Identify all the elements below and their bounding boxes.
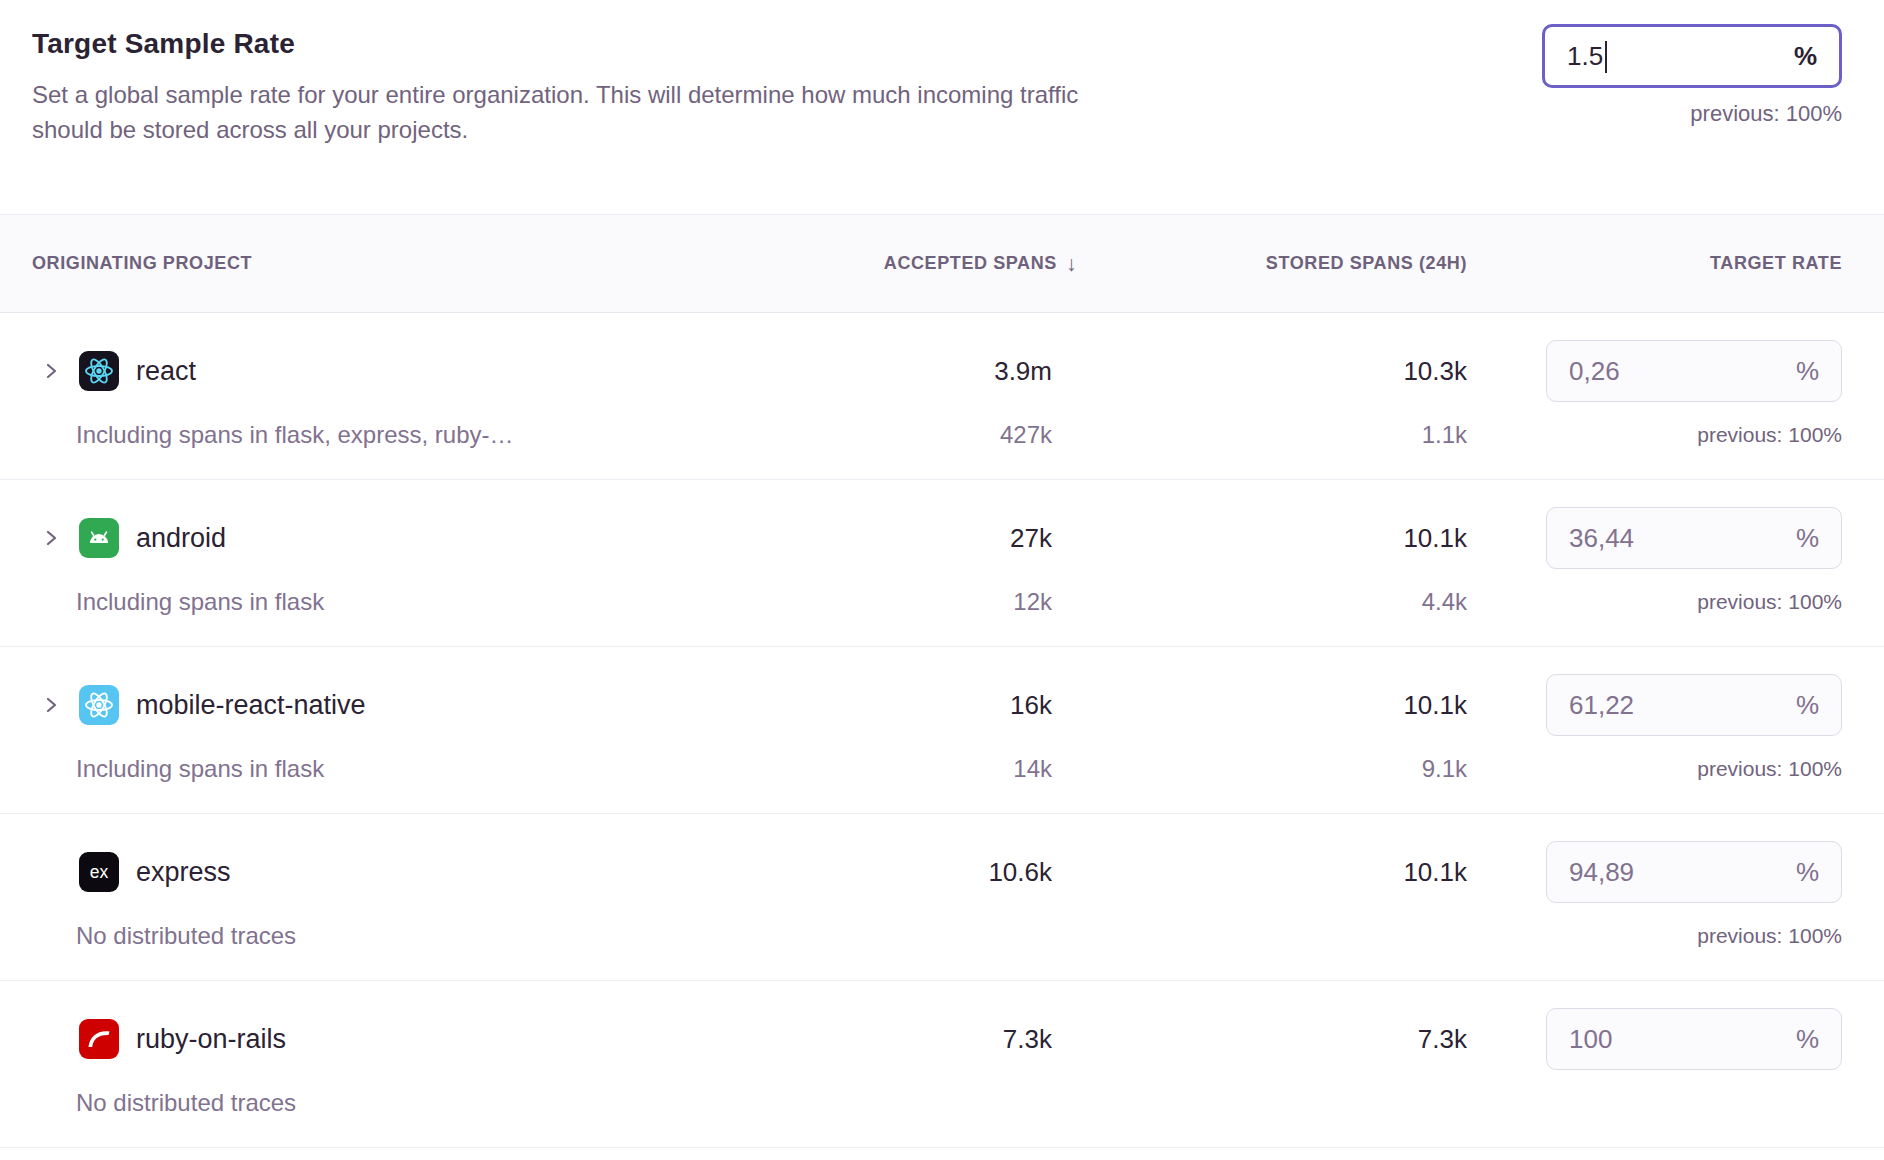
- percent-suffix: %: [1796, 857, 1819, 888]
- target-rate-input-box: %: [1546, 340, 1842, 402]
- project-table-body: react 3.9m 10.3k % Including spans in fl…: [0, 313, 1884, 1148]
- target-rate-input[interactable]: [1569, 523, 1796, 554]
- accepted-spans-value: 10.6k: [737, 840, 1077, 904]
- accepted-spans-value: 7.3k: [737, 1007, 1077, 1071]
- stored-spans-value: 10.1k: [1077, 506, 1467, 570]
- expand-chevron-icon[interactable]: [41, 695, 61, 715]
- previous-rate-label: previous: 100%: [1467, 920, 1842, 952]
- sub-stored-spans-value: 4.4k: [1077, 586, 1467, 618]
- target-rate-input-box: %: [1546, 674, 1842, 736]
- distributed-traces-note: No distributed traces: [32, 1087, 737, 1119]
- express-icon: ex: [79, 852, 119, 892]
- target-rate-input[interactable]: [1569, 690, 1796, 721]
- target-rate-input-box: %: [1546, 507, 1842, 569]
- page-description-line2: should be stored across all your project…: [32, 112, 1842, 147]
- sub-stored-spans-value: [1077, 920, 1467, 952]
- project-name: react: [136, 356, 196, 387]
- target-sample-rate-section: Target Sample Rate Set a global sample r…: [0, 0, 1884, 214]
- sub-accepted-spans-value: [737, 1087, 1077, 1119]
- target-rate-input-box: %: [1546, 841, 1842, 903]
- previous-rate-label: [1467, 1087, 1842, 1119]
- project-cell: mobile-react-native: [32, 673, 737, 737]
- global-rate-input-box: %: [1542, 24, 1842, 88]
- global-rate-input[interactable]: [1567, 41, 1794, 72]
- stored-spans-value: 10.1k: [1077, 840, 1467, 904]
- target-rate-input[interactable]: [1569, 1024, 1796, 1055]
- project-cell: android: [32, 506, 737, 570]
- rails-icon: [79, 1019, 119, 1059]
- target-rate-input[interactable]: [1569, 857, 1796, 888]
- project-row: ruby-on-rails 7.3k 7.3k % No distributed…: [0, 981, 1884, 1148]
- project-row: react 3.9m 10.3k % Including spans in fl…: [0, 313, 1884, 480]
- table-header: ORIGINATING PROJECT ACCEPTED SPANS ↓ STO…: [0, 214, 1884, 313]
- sub-accepted-spans-value: 14k: [737, 753, 1077, 785]
- sort-descending-icon: ↓: [1066, 252, 1077, 276]
- sampling-settings-page: { "header": { "title": "Target Sample Ra…: [0, 0, 1884, 1160]
- sub-stored-spans-value: 9.1k: [1077, 753, 1467, 785]
- project-cell: ex express: [32, 840, 737, 904]
- global-previous-rate: previous: 100%: [1690, 101, 1842, 127]
- column-header-stored-spans[interactable]: STORED SPANS (24H): [1077, 253, 1467, 274]
- project-name: android: [136, 523, 226, 554]
- project-row: android 27k 10.1k % Including spans in f…: [0, 480, 1884, 647]
- distributed-traces-note: Including spans in flask, express, ruby-…: [32, 419, 737, 451]
- accepted-spans-value: 16k: [737, 673, 1077, 737]
- project-row: ex express 10.6k 10.1k % No distributed …: [0, 814, 1884, 981]
- svg-text:ex: ex: [90, 862, 109, 882]
- column-header-accepted-spans[interactable]: ACCEPTED SPANS ↓: [737, 252, 1077, 276]
- accepted-spans-value: 27k: [737, 506, 1077, 570]
- project-cell: react: [32, 339, 737, 403]
- stored-spans-value: 10.3k: [1077, 339, 1467, 403]
- expand-chevron-icon[interactable]: [41, 361, 61, 381]
- previous-rate-label: previous: 100%: [1467, 419, 1842, 451]
- project-name: express: [136, 857, 231, 888]
- column-header-originating-project[interactable]: ORIGINATING PROJECT: [32, 253, 737, 274]
- percent-suffix: %: [1794, 41, 1817, 72]
- previous-rate-label: previous: 100%: [1467, 586, 1842, 618]
- percent-suffix: %: [1796, 523, 1819, 554]
- target-rate-input[interactable]: [1569, 356, 1796, 387]
- percent-suffix: %: [1796, 1024, 1819, 1055]
- sub-accepted-spans-value: 12k: [737, 586, 1077, 618]
- sub-accepted-spans-value: [737, 920, 1077, 952]
- target-rate-input-box: %: [1546, 1008, 1842, 1070]
- distributed-traces-note: Including spans in flask: [32, 753, 737, 785]
- percent-suffix: %: [1796, 356, 1819, 387]
- distributed-traces-note: No distributed traces: [32, 920, 737, 952]
- stored-spans-value: 10.1k: [1077, 673, 1467, 737]
- android-icon: [79, 518, 119, 558]
- sub-stored-spans-value: 1.1k: [1077, 419, 1467, 451]
- project-cell: ruby-on-rails: [32, 1007, 737, 1071]
- sub-stored-spans-value: [1077, 1087, 1467, 1119]
- project-name: mobile-react-native: [136, 690, 366, 721]
- sub-accepted-spans-value: 427k: [737, 419, 1077, 451]
- text-caret: [1605, 41, 1607, 73]
- react-icon: [79, 351, 119, 391]
- accepted-spans-value: 3.9m: [737, 339, 1077, 403]
- react-native-icon: [79, 685, 119, 725]
- previous-rate-label: previous: 100%: [1467, 753, 1842, 785]
- stored-spans-value: 7.3k: [1077, 1007, 1467, 1071]
- column-header-target-rate[interactable]: TARGET RATE: [1467, 253, 1842, 274]
- project-name: ruby-on-rails: [136, 1024, 286, 1055]
- percent-suffix: %: [1796, 690, 1819, 721]
- expand-chevron-icon[interactable]: [41, 528, 61, 548]
- distributed-traces-note: Including spans in flask: [32, 586, 737, 618]
- project-row: mobile-react-native 16k 10.1k % Includin…: [0, 647, 1884, 814]
